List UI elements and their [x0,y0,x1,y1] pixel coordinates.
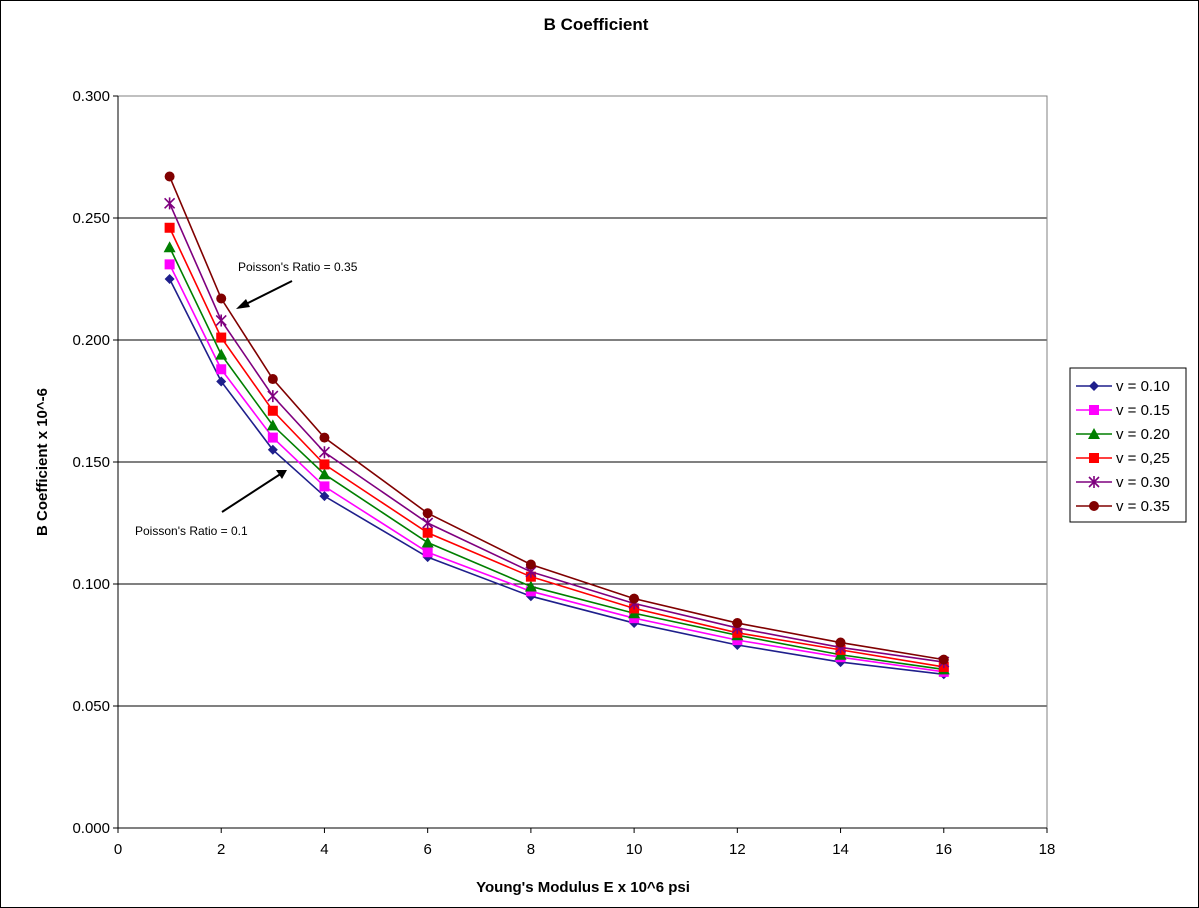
legend-marker [1089,453,1099,463]
data-point [524,580,537,592]
data-point [422,517,434,529]
data-point [267,390,279,403]
y-axis-title: B Coefficient x 10^-6 [34,388,51,536]
series-layer [163,171,950,680]
legend-marker [1089,405,1099,415]
data-point [525,559,536,570]
data-point [163,241,176,253]
x-tick-label: 4 [320,841,328,858]
data-point [164,259,175,270]
y-tick-label: 0.250 [72,210,110,227]
gridlines [118,95,1047,707]
legend-item: v = 0.10 [1076,378,1170,395]
series-2 [164,259,949,677]
x-tick-label: 6 [423,841,431,858]
series-line [168,203,944,663]
legend-marker [1088,476,1100,488]
legend-box [1069,367,1187,523]
y-tick-label: 0.050 [72,698,110,715]
series-line [168,176,944,661]
data-point [267,405,278,416]
x-axis-title: Young's Modulus E x 10^6 psi [476,879,690,896]
legend-item: v = 0.20 [1076,426,1170,443]
data-point [422,508,433,519]
legend-item: v = 0.35 [1076,498,1170,515]
y-tick-label: 0.000 [72,820,110,837]
y-tick-label: 0.300 [72,88,110,105]
data-point [164,222,175,233]
data-point [216,293,227,304]
data-point [215,314,227,327]
data-point [732,618,743,629]
data-point [319,459,330,470]
legend-label: v = 0.20 [1116,426,1170,443]
data-point [216,332,227,343]
x-tick-label: 8 [527,841,535,858]
data-point [422,527,433,538]
x-tick-label: 2 [217,841,225,858]
axes: 0.000 0.050 0.100 0.150 0.200 0.250 0.300 0 2 4 6 8… [72,88,1055,858]
data-point [318,446,331,459]
data-point [164,197,176,210]
x-tick-label: 12 [729,841,746,858]
legend-marker [1089,501,1099,511]
data-point [267,374,278,385]
data-point [216,376,227,387]
x-tick-label: 10 [626,841,643,858]
data-point [164,274,175,284]
legend-label: v = 0.35 [1116,498,1170,515]
series-line [168,264,944,673]
series-line [168,246,944,671]
legend-label: v = 0.10 [1116,378,1170,395]
y-tick-label: 0.150 [72,454,110,471]
data-point [319,432,330,443]
legend-label: v = 0,25 [1116,450,1170,467]
data-point [629,593,640,604]
legend-item: v = 0,25 [1076,450,1170,467]
data-point [318,468,331,480]
data-point [319,481,330,492]
annotation-arrowhead-035 [236,299,250,309]
x-tick-label: 18 [1039,841,1056,858]
legend-item: v = 0.15 [1076,402,1170,419]
legend-label: v = 0.15 [1116,402,1170,419]
annotation-arrowhead-01 [276,470,287,479]
data-point [938,654,949,665]
y-tick-label: 0.100 [72,576,110,593]
series-line [168,278,944,676]
data-point [267,432,278,443]
data-point [266,419,279,431]
y-tick-label: 0.200 [72,332,110,349]
legend-marker [1089,381,1099,391]
data-point [267,444,278,455]
data-point [319,491,330,502]
annotation-label-035: Poisson's Ratio = 0.35 [238,260,358,274]
data-point [215,348,228,360]
annotation-arrow-035 [239,280,293,308]
data-point [421,536,434,548]
legend-item: v = 0.30 [1076,474,1170,491]
legend-label: v = 0.30 [1116,474,1170,491]
data-point [422,547,433,558]
legend-marker [1088,428,1100,439]
data-point [835,637,846,648]
annotation-label-01: Poisson's Ratio = 0.1 [135,524,248,538]
x-tick-label: 0 [114,841,122,858]
series-6 [164,171,949,665]
annotation-arrow-01 [221,472,283,513]
series-line [168,227,944,668]
data-point [164,171,175,182]
legend: v = 0.10 v = 0.15 v = 0.20 v = 0,25 v = 0.30… [1069,367,1187,523]
x-tick-label: 16 [935,841,952,858]
annotations: Poisson's Ratio = 0.35 Poisson's Ratio =… [135,260,358,538]
data-point [216,364,227,375]
chart-title: B Coefficient [544,15,649,34]
x-tick-label: 14 [832,841,849,858]
